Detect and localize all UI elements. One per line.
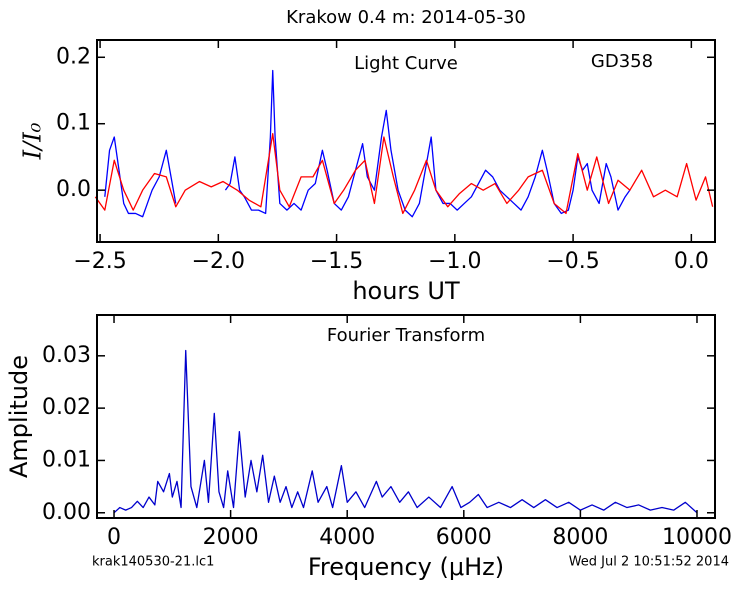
x-tick-label: −2.5: [73, 249, 126, 274]
x-tick-label: −2.0: [192, 249, 245, 274]
annotation: Fourier Transform: [327, 325, 485, 346]
x-tick-label: 0.0: [674, 249, 709, 274]
y-tick-label: 0.00: [42, 500, 91, 525]
x-tick-label: 0: [107, 525, 121, 550]
x-tick-label: 8000: [552, 525, 608, 550]
x-tick-label: 4000: [319, 525, 375, 550]
y-tick-label: 0.03: [42, 343, 91, 368]
data-line: [104, 69, 631, 218]
x-tick-label: 2000: [203, 525, 259, 550]
x-tick-label: −0.5: [546, 249, 599, 274]
y-tick-label: 0.02: [42, 395, 91, 420]
x-tick-label: −1.5: [310, 249, 363, 274]
x-axis-label: hours UT: [352, 277, 460, 305]
footer-file: krak140530-21.lc1: [92, 555, 214, 570]
data-line: [94, 133, 714, 215]
axes-frame: [96, 39, 716, 243]
annotation: GD358: [591, 51, 653, 72]
y-tick-label: 0.01: [42, 447, 91, 472]
x-axis-label: Frequency (μHz): [308, 553, 504, 581]
y-tick-label: 0.1: [56, 111, 91, 136]
y-tick-label: 0.0: [56, 177, 91, 202]
x-tick-label: −1.0: [428, 249, 481, 274]
axes-frame: [96, 314, 716, 519]
chart-title: Krakow 0.4 m: 2014-05-30: [286, 7, 526, 28]
data-line: [113, 349, 698, 514]
x-tick-label: 10000: [662, 525, 732, 550]
annotation: Light Curve: [354, 53, 458, 74]
y-tick-label: 0.2: [56, 44, 91, 69]
y-axis-label: I/I₀: [19, 122, 47, 160]
x-tick-label: 6000: [436, 525, 492, 550]
footer-date: Wed Jul 2 10:51:52 2014: [569, 555, 729, 570]
y-axis-label: Amplitude: [5, 355, 33, 478]
